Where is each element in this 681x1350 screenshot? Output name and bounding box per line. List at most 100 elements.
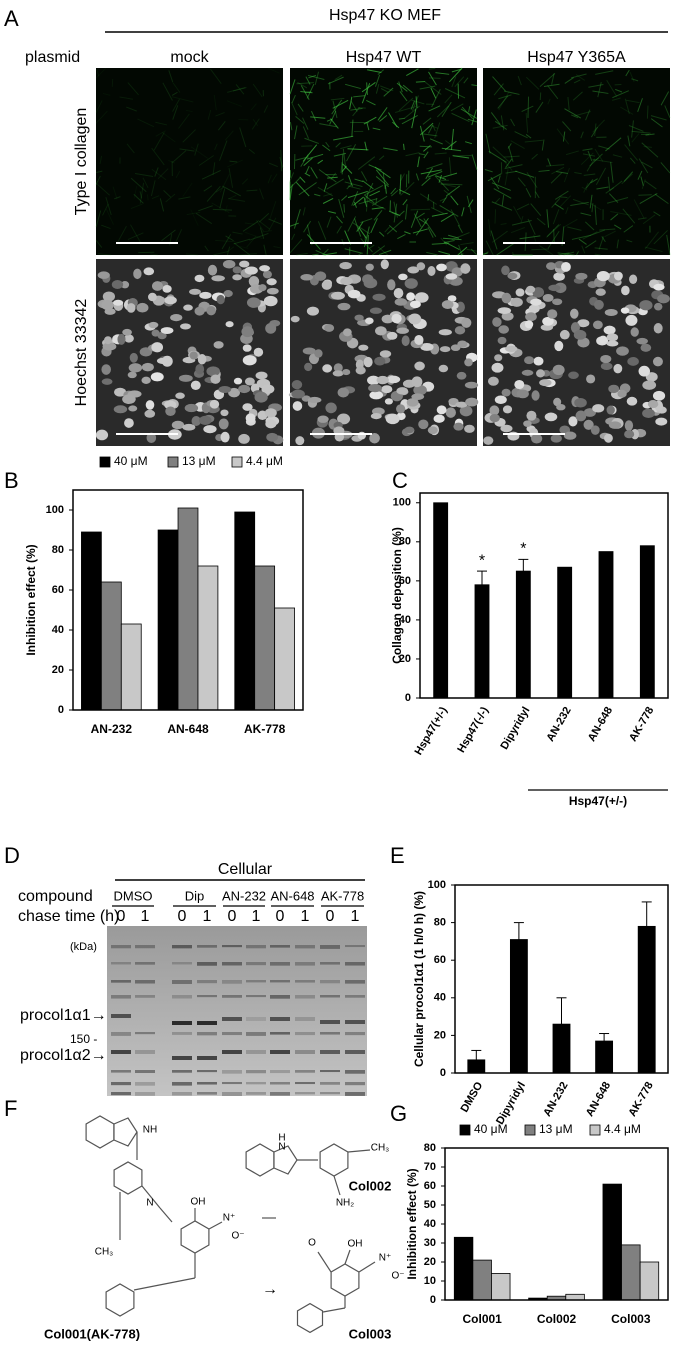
nucleus <box>540 324 554 331</box>
fiber <box>380 87 389 93</box>
fiber <box>562 121 572 132</box>
fiber <box>375 169 389 186</box>
fiber <box>491 182 511 191</box>
fiber <box>526 76 540 90</box>
gel-band <box>172 995 192 999</box>
fiber <box>101 224 111 230</box>
fiber <box>390 187 397 195</box>
fiber <box>533 234 537 242</box>
fiber <box>615 88 623 93</box>
x-tick-label: Col001 <box>462 1312 502 1326</box>
fiber <box>562 131 566 142</box>
fiber <box>163 190 172 198</box>
significance-mark: * <box>479 552 485 569</box>
fiber <box>594 204 597 225</box>
atom-label: N <box>146 1198 153 1209</box>
fiber <box>488 219 492 237</box>
nucleus <box>262 270 272 279</box>
fiber <box>491 230 508 243</box>
gel-band <box>111 1092 131 1096</box>
x-tick-label: AK-778 <box>244 722 286 736</box>
bond <box>317 1251 332 1273</box>
fiber <box>137 118 155 128</box>
nucleus <box>413 384 427 396</box>
nucleus <box>653 302 663 311</box>
fiber <box>116 225 127 244</box>
fiber <box>322 248 329 256</box>
fiber <box>492 76 506 92</box>
fiber <box>454 76 465 88</box>
fiber <box>249 232 269 241</box>
fiber <box>504 164 523 170</box>
gel-band <box>111 980 131 983</box>
nucleus <box>381 385 393 394</box>
compound-label: compound <box>18 888 93 905</box>
fiber <box>487 173 502 182</box>
nucleus <box>117 333 126 345</box>
fiber <box>190 209 199 227</box>
fiber <box>434 152 447 155</box>
nucleus <box>544 412 558 422</box>
fiber <box>550 172 563 184</box>
nucleus <box>314 271 327 281</box>
fiber <box>211 202 230 214</box>
fiber <box>172 98 180 112</box>
atom-label: O <box>308 1238 316 1249</box>
nucleus <box>126 303 136 313</box>
fiber <box>411 108 417 129</box>
nucleus <box>321 280 332 290</box>
nucleus <box>265 419 277 429</box>
fiber <box>379 155 385 161</box>
nucleus <box>563 431 577 440</box>
fiber <box>666 234 671 256</box>
gel-band <box>270 945 290 948</box>
fiber <box>438 250 451 255</box>
fiber <box>582 148 593 151</box>
fiber <box>396 82 408 92</box>
fiber <box>219 140 228 161</box>
gel-band <box>111 1070 131 1073</box>
fiber <box>610 161 614 183</box>
gel-band <box>197 1092 217 1095</box>
fiber <box>500 222 507 225</box>
fiber <box>226 100 243 107</box>
nucleus <box>590 425 600 435</box>
bar <box>515 570 531 699</box>
nucleus <box>238 433 250 444</box>
nucleus <box>600 354 612 364</box>
nucleus <box>514 379 525 390</box>
fiber <box>159 198 165 212</box>
fiber <box>541 139 545 151</box>
nucleus <box>325 402 337 414</box>
nucleus <box>113 405 128 414</box>
fiber <box>215 186 225 193</box>
gel-band <box>246 980 266 983</box>
gel-band <box>295 1017 315 1021</box>
fiber <box>347 190 368 199</box>
fiber <box>268 67 280 74</box>
gel-band <box>345 945 365 948</box>
fiber <box>604 230 616 238</box>
fiber <box>194 143 199 156</box>
nucleus <box>427 426 438 435</box>
fiber <box>326 178 344 190</box>
fiber <box>219 173 230 193</box>
fiber <box>597 81 602 98</box>
fiber <box>428 67 436 70</box>
nucleus <box>461 317 472 328</box>
nucleus <box>411 393 425 400</box>
nucleus <box>363 356 373 368</box>
fiber <box>442 237 462 241</box>
legend-swatch <box>524 1124 536 1136</box>
fiber <box>370 218 378 234</box>
fiber <box>383 87 394 97</box>
fiber <box>198 155 214 166</box>
gel-band <box>222 1050 242 1054</box>
gel-band <box>135 1082 155 1086</box>
y-axis-label: Cellular procol1α1 (1 h/0 h) (%) <box>412 891 426 1067</box>
fiber <box>377 107 388 121</box>
gel-band <box>345 980 365 984</box>
nucleus <box>242 403 253 411</box>
nucleus <box>146 432 157 444</box>
fiber <box>289 177 300 189</box>
